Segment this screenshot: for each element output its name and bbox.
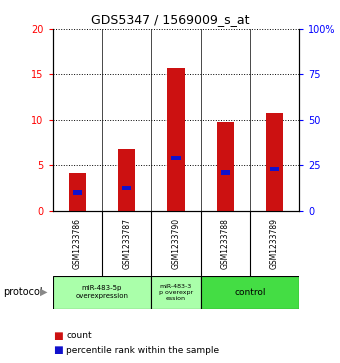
Bar (171, 156, 181, 160)
Text: miR-483-3
p overexpr
ession: miR-483-3 p overexpr ession (159, 284, 193, 301)
Bar (122, 185, 131, 190)
Bar (53, 276, 151, 309)
Bar (217, 122, 234, 211)
Bar (221, 170, 230, 175)
Text: GSM1233790: GSM1233790 (171, 218, 181, 269)
Text: percentile rank within the sample: percentile rank within the sample (66, 346, 219, 355)
Text: GSM1233789: GSM1233789 (270, 218, 279, 269)
Bar (151, 276, 201, 309)
Bar (73, 190, 82, 195)
Bar (201, 276, 299, 309)
Text: ■: ■ (53, 331, 63, 341)
Text: GSM1233786: GSM1233786 (73, 218, 82, 269)
Text: GSM1233787: GSM1233787 (122, 218, 131, 269)
Bar (266, 113, 283, 211)
Text: GSM1233788: GSM1233788 (221, 218, 230, 269)
Bar (270, 167, 279, 171)
Bar (167, 68, 185, 211)
Text: count: count (66, 331, 92, 340)
Text: control: control (234, 288, 266, 297)
Text: ■: ■ (53, 345, 63, 355)
Bar (118, 149, 135, 211)
Text: GDS5347 / 1569009_s_at: GDS5347 / 1569009_s_at (91, 13, 249, 26)
Text: miR-483-5p
overexpression: miR-483-5p overexpression (75, 285, 129, 299)
Bar (69, 173, 86, 211)
Text: protocol: protocol (3, 287, 43, 297)
Text: ▶: ▶ (40, 287, 48, 297)
